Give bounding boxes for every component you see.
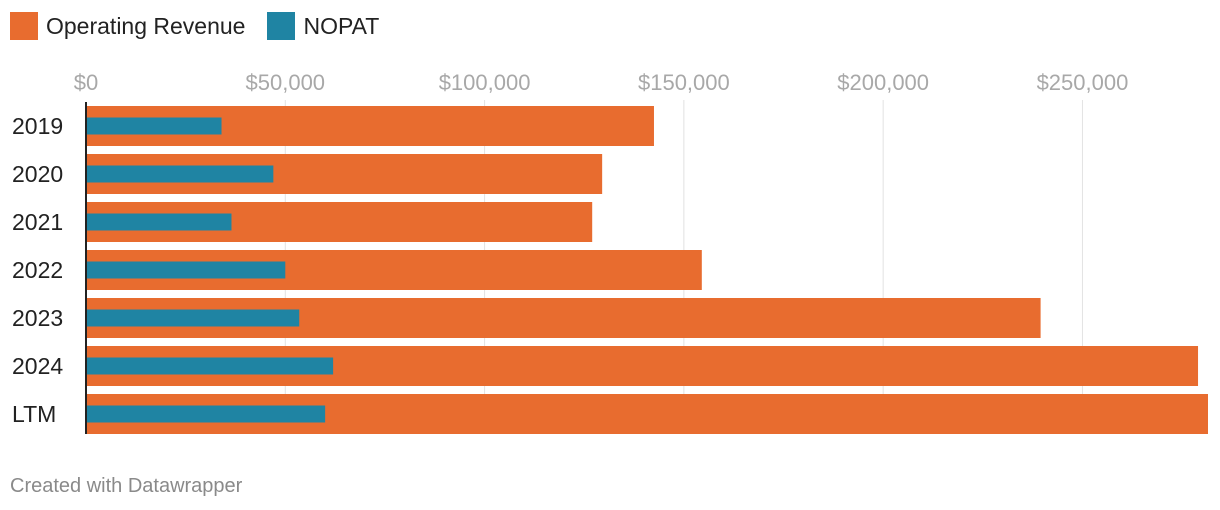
bar-nopat-2024 bbox=[86, 357, 334, 375]
category-label-2024: 2024 bbox=[12, 353, 63, 379]
bar-nopat-2022 bbox=[86, 261, 286, 279]
bar-nopat-2020 bbox=[86, 165, 274, 183]
x-tick-label-4: $200,000 bbox=[837, 70, 929, 95]
bar-nopat-2021 bbox=[86, 213, 232, 231]
x-tick-label-1: $50,000 bbox=[246, 70, 326, 95]
x-tick-label-5: $250,000 bbox=[1037, 70, 1129, 95]
legend-item-operating-revenue: Operating Revenue bbox=[10, 12, 245, 40]
category-label-ltm: LTM bbox=[12, 401, 56, 427]
category-label-2022: 2022 bbox=[12, 257, 63, 283]
legend-label-nopat: NOPAT bbox=[303, 12, 380, 39]
category-label-2019: 2019 bbox=[12, 113, 63, 139]
category-label-2020: 2020 bbox=[12, 161, 63, 187]
x-tick-label-2: $100,000 bbox=[439, 70, 531, 95]
legend-label-operating-revenue: Operating Revenue bbox=[46, 12, 246, 39]
bar-nopat-2019 bbox=[86, 117, 222, 135]
x-tick-label-0: $0 bbox=[74, 70, 98, 95]
legend: Operating Revenue NOPAT bbox=[10, 12, 379, 40]
footer-credit: Created with Datawrapper bbox=[10, 475, 243, 497]
category-label-2023: 2023 bbox=[12, 305, 63, 331]
legend-swatch-nopat bbox=[267, 12, 296, 40]
bar-nopat-ltm bbox=[86, 405, 326, 423]
category-label-2021: 2021 bbox=[12, 209, 63, 235]
legend-item-nopat: NOPAT bbox=[267, 12, 379, 40]
legend-swatch-operating-revenue bbox=[10, 12, 38, 40]
bar-nopat-2023 bbox=[86, 309, 300, 327]
x-tick-label-3: $150,000 bbox=[638, 70, 730, 95]
